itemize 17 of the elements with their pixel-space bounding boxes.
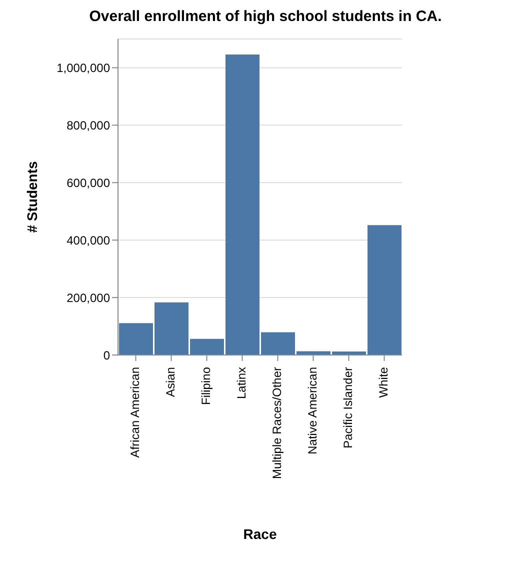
- y-tick-label: 0: [103, 348, 110, 362]
- y-tick-label: 600,000: [66, 176, 110, 190]
- x-tick-label: White: [376, 366, 390, 398]
- y-tick-label: 400,000: [66, 233, 110, 248]
- x-tick-label: Pacific Islander: [340, 367, 355, 448]
- x-tick-label: Native American: [305, 367, 320, 454]
- chart-title: Overall enrollment of high school students in CA.: [88, 8, 443, 25]
- y-tick-label: 800,000: [66, 118, 110, 132]
- x-axis-title: Race: [243, 526, 277, 542]
- x-tick-label: African American: [128, 367, 142, 458]
- x-tick-label: Multiple Races/Other: [270, 367, 284, 480]
- y-tick-label: 1,000,000: [56, 60, 110, 75]
- y-tick-label: 200,000: [66, 290, 110, 305]
- y-axis-title: # Students: [24, 161, 40, 233]
- x-tick-label: Latinx: [234, 367, 248, 400]
- x-tick-label: Asian: [163, 367, 178, 398]
- x-tick-label: Filipino: [198, 366, 213, 406]
